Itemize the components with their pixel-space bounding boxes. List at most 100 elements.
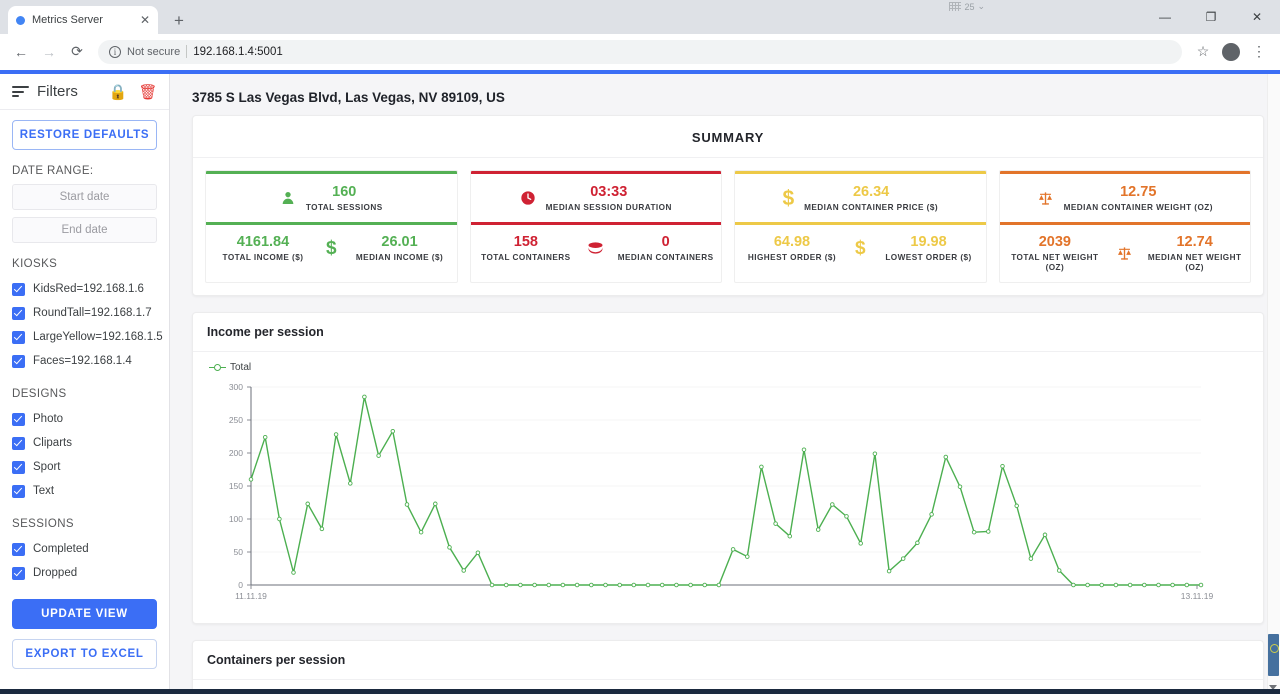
metric-dual: 64.98 HIGHEST ORDER ($) $ 19.98 LOWEST O… <box>741 234 980 263</box>
metric-secondary: 64.98 HIGHEST ORDER ($) $ 19.98 LOWEST O… <box>735 225 986 272</box>
metric-median-session-duration: 03:33 MEDIAN SESSION DURATION 158 TOTAL … <box>469 170 722 284</box>
person-icon: ‍ <box>1222 42 1240 61</box>
checkbox-icon[interactable] <box>12 566 25 580</box>
containers-chart-title: Containers per session <box>193 641 1263 681</box>
checkbox-icon[interactable] <box>12 460 25 474</box>
kiosk-checkbox-row[interactable]: LargeYellow=192.168.1.5 <box>12 325 163 349</box>
menu-icon[interactable]: ⋮ <box>1252 43 1266 59</box>
sessions-label: SESSIONS <box>12 518 74 530</box>
accent-bar <box>735 171 986 174</box>
design-label: Photo <box>33 413 64 425</box>
kiosk-checkbox-row[interactable]: KidsRed=192.168.1.6 <box>12 277 157 301</box>
svg-text:50: 50 <box>234 547 244 557</box>
export-to-excel-button[interactable]: EXPORT TO EXCEL <box>12 639 157 669</box>
design-checkbox-row[interactable]: Sport <box>12 455 157 479</box>
metric-sub-right: 19.98 LOWEST ORDER ($) <box>878 234 980 263</box>
containers-per-session-card: Containers per session TotalThreeSmallGi… <box>192 640 1264 694</box>
scroll-down-icon[interactable] <box>1269 685 1277 690</box>
accent-bar <box>735 221 986 225</box>
update-view-button[interactable]: UPDATE VIEW <box>12 599 157 629</box>
metric-secondary: 4161.84 TOTAL INCOME ($) $ 26.01 MEDIAN … <box>206 225 457 272</box>
session-checkbox-row[interactable]: Completed <box>12 537 157 561</box>
new-tab-button[interactable]: + <box>174 11 184 30</box>
reload-icon[interactable]: ⟳ <box>71 43 83 59</box>
metric-median-container-price: $ 26.34 MEDIAN CONTAINER PRICE ($) 64.98 <box>734 170 987 284</box>
metric-caption: TOTAL SESSIONS <box>305 202 383 212</box>
metric-primary: 03:33 MEDIAN SESSION DURATION <box>471 174 722 222</box>
metric-row: 160 TOTAL SESSIONS 4161.84 TOTAL INCOME … <box>193 158 1263 284</box>
checkbox-icon[interactable] <box>12 282 25 296</box>
metric-primary: 160 TOTAL SESSIONS <box>206 174 457 222</box>
checkbox-icon[interactable] <box>12 306 25 320</box>
window-close-icon[interactable]: ✕ <box>1251 10 1263 24</box>
checkbox-icon[interactable] <box>12 484 25 498</box>
metric-value: 12.74 <box>1176 233 1213 250</box>
page-scrollbar[interactable] <box>1267 74 1280 694</box>
trash-icon[interactable]: 🗑 <box>138 83 158 101</box>
url-text: 192.168.1.4:5001 <box>193 45 283 58</box>
tab-strip: Metrics Server ✕ + 25 ⌄ — ❐ ✕ <box>0 0 1280 34</box>
browser-toolbar: ← → ⟳ i Not secure 192.168.1.4:5001 ☆ ‍ … <box>0 34 1280 70</box>
kiosk-checkbox-row[interactable]: Faces=192.168.1.4 <box>12 349 157 373</box>
metric-caption: MEDIAN INCOME ($) <box>355 252 444 262</box>
metric-value-block: 12.75 MEDIAN CONTAINER WEIGHT (OZ) <box>1064 184 1213 213</box>
filters-sidebar: Filters 🔒 🗑 RESTORE DEFAULTS DATE RANGE:… <box>0 74 170 694</box>
bookmark-star-icon[interactable]: ☆ <box>1196 43 1210 59</box>
svg-text:200: 200 <box>229 448 243 458</box>
metric-value: 0 <box>661 233 670 250</box>
checkbox-icon[interactable] <box>12 412 25 426</box>
maximize-icon[interactable]: ❐ <box>1205 10 1217 24</box>
metric-value-block: 160 TOTAL SESSIONS <box>306 184 383 213</box>
accent-bar <box>470 171 721 174</box>
back-icon[interactable]: ← <box>14 43 28 60</box>
lock-icon[interactable]: 🔒 <box>108 83 128 101</box>
checkbox-icon[interactable] <box>12 330 25 344</box>
profile-avatar[interactable]: ‍ <box>1218 39 1244 65</box>
kiosk-checkbox-row[interactable]: RoundTall=192.168.1.7 <box>12 301 157 325</box>
design-label: Cliparts <box>33 437 72 449</box>
scrollbar-thumb[interactable] <box>1268 634 1279 676</box>
close-icon[interactable]: ✕ <box>139 13 150 27</box>
app-accent-bar <box>0 70 1280 74</box>
design-checkbox-row[interactable]: Photo <box>12 407 157 431</box>
forward-icon[interactable]: → <box>42 43 56 60</box>
checkbox-icon[interactable] <box>12 354 25 368</box>
address-bar[interactable]: i Not secure 192.168.1.4:5001 <box>98 39 1182 64</box>
info-icon[interactable]: i <box>109 45 121 58</box>
container-icon <box>587 241 604 255</box>
designs-label: DESIGNS <box>12 388 67 400</box>
filters-header: Filters 🔒 🗑 <box>0 74 169 110</box>
kiosk-label: RoundTall=192.168.1.7 <box>33 307 152 319</box>
svg-text:300: 300 <box>229 382 243 392</box>
income-chart-plot: 0 50 100 150 200 250 300 11.11.19 13.11.19 <box>193 373 1263 623</box>
end-date-input[interactable]: End date <box>12 217 157 243</box>
session-checkbox-row[interactable]: Dropped <box>12 561 157 585</box>
kiosk-label: Faces=192.168.1.4 <box>33 355 132 367</box>
scale-icon <box>1116 246 1133 261</box>
svg-text:100: 100 <box>229 514 243 524</box>
metric-dual: 4161.84 TOTAL INCOME ($) $ 26.01 MEDIAN … <box>212 234 451 263</box>
metric-caption: TOTAL NET WEIGHT (OZ) <box>1011 252 1099 272</box>
browser-tab-metrics-server[interactable]: Metrics Server ✕ <box>8 6 158 34</box>
minimize-icon[interactable]: — <box>1159 10 1171 24</box>
session-label: Completed <box>33 543 89 555</box>
metric-value: 19.98 <box>910 233 947 250</box>
restore-defaults-button[interactable]: RESTORE DEFAULTS <box>12 120 157 150</box>
checkbox-icon[interactable] <box>12 542 25 556</box>
metric-value: 26.34 <box>852 184 890 200</box>
filter-icon <box>12 86 29 97</box>
checkbox-icon[interactable] <box>12 436 25 450</box>
svg-text:13.11.19: 13.11.19 <box>1181 591 1213 601</box>
metric-dual: 158 TOTAL CONTAINERS 0 MEDIAN CONTAINERS <box>477 234 716 263</box>
metric-sub-right: 0 MEDIAN CONTAINERS <box>616 234 715 263</box>
zoom-badge-value: 25 <box>964 1 975 12</box>
design-checkbox-row[interactable]: Text <box>12 479 157 503</box>
metric-median-container-weight: 12.75 MEDIAN CONTAINER WEIGHT (OZ) 2039 … <box>998 170 1251 284</box>
start-date-input[interactable]: Start date <box>12 184 157 210</box>
metric-caption: MEDIAN CONTAINER PRICE ($) <box>804 202 939 212</box>
income-chart-legend: Total <box>193 352 1263 373</box>
dollar-icon: $ <box>325 237 337 259</box>
design-checkbox-row[interactable]: Cliparts <box>12 431 157 455</box>
dashboard-main: 3785 S Las Vegas Blvd, Las Vegas, NV 891… <box>170 74 1280 694</box>
legend-item-total[interactable]: Total <box>209 362 251 373</box>
